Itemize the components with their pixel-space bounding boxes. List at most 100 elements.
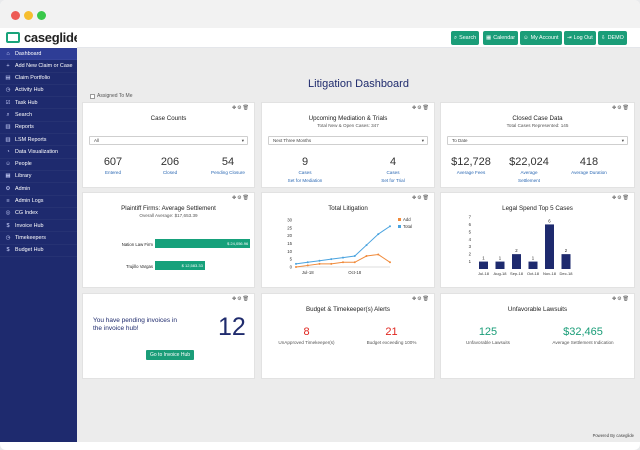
y-tick-label: 5 (469, 229, 472, 234)
stat-value: 8 (303, 326, 310, 338)
card-tools[interactable]: ✥⚙🗑 (231, 296, 250, 302)
logo-icon (6, 32, 20, 43)
go-to-invoice-hub-button[interactable]: Go to Invoice Hub (146, 350, 195, 360)
sidebar-item-invoice-hub[interactable]: $ Invoice Hub (0, 220, 77, 233)
card-tools[interactable]: ✥⚙🗑 (411, 105, 430, 111)
dollar-icon: $ (6, 247, 10, 254)
card-title: Plaintiff Firms: Average Settlement (121, 205, 216, 212)
mediation-range-select[interactable]: Next Three Months ▾ (268, 136, 428, 145)
stat-label[interactable]: Set for Trial (381, 178, 405, 183)
card-tools[interactable]: ✥⚙🗑 (231, 195, 250, 201)
card-tools[interactable]: ✥⚙🗑 (411, 296, 430, 302)
data-point (342, 256, 344, 259)
stat-value: $22,024 (509, 156, 549, 168)
sidebar-item-search[interactable]: ⌕ Search (0, 109, 77, 122)
minimize-window-button[interactable] (24, 11, 33, 20)
case-counts-filter-select[interactable]: All ▾ (89, 136, 248, 145)
bar-nation-law-firm[interactable]: $ 24,056.96 (155, 239, 251, 248)
x-tick-label: Jul-18 (478, 271, 490, 276)
sidebar-item-label: Task Hub (15, 99, 38, 106)
search-button[interactable]: ⌕ Search (451, 31, 480, 45)
report-icon: ▥ (5, 124, 11, 131)
sidebar-nav: ⌂ Dashboard + Add New Claim or Case ▤ Claim… (0, 48, 77, 258)
stat-label[interactable]: Pending Closure (211, 170, 245, 175)
card-tools[interactable]: ✥⚙🗑 (611, 105, 630, 111)
data-point (365, 255, 368, 258)
card-title: Unfavorable Lawsuits (507, 306, 568, 313)
x-tick-label: Nov-18 (543, 271, 557, 276)
stat-label[interactable]: Entered (104, 170, 122, 175)
stat-label[interactable]: Settlement (518, 178, 540, 183)
card-subtitle: Overall Average: $17,653.39 (139, 213, 198, 218)
stat-label[interactable]: Cases (386, 170, 400, 175)
stat-label[interactable]: Set for Mediation (287, 178, 323, 183)
user-icon: ☺ (523, 35, 529, 41)
stat-label[interactable]: Average Settlement Indication (552, 340, 614, 345)
stat-label[interactable]: Average Fees (456, 170, 486, 175)
data-point (377, 253, 380, 256)
top-toolbar: ⌕ Search ▦ Calendar ☺ My Account ⇥ Log Out ⇩… (77, 28, 640, 48)
bar-value-label: 2 (565, 248, 568, 253)
y-tick-label: 6 (469, 222, 472, 227)
data-point (295, 266, 297, 268)
sidebar-item-dashboard[interactable]: ⌂ Dashboard (0, 48, 77, 61)
index-icon: ◎ (5, 210, 11, 217)
closed-stat: 206 Closed (145, 156, 195, 176)
maximize-window-button[interactable] (37, 11, 46, 20)
card-tools[interactable]: ✥⚙🗑 (611, 195, 630, 201)
my-account-button[interactable]: ☺ My Account (520, 31, 562, 45)
y-tick-label: 25 (287, 225, 292, 230)
assigned-checkbox[interactable] (90, 93, 95, 99)
bar-trujillo-vargas[interactable]: $ 12,583.33 (155, 261, 205, 270)
powered-by-footer: Powered By caseglide (592, 433, 634, 438)
data-point (365, 244, 368, 247)
stat-label[interactable]: Budget exceeding 100% (366, 340, 417, 345)
demo-button[interactable]: ⇩ DEMO (598, 31, 627, 45)
stat-label[interactable]: Cases (298, 170, 312, 175)
bar-nov-18 (545, 224, 554, 269)
log-out-button[interactable]: ⇥ Log Out (564, 31, 596, 45)
close-window-button[interactable] (11, 11, 20, 20)
sidebar-item-lsm-reports[interactable]: ▥ LSM Reports (0, 134, 77, 147)
sidebar-item-add-new-claim[interactable]: + Add New Claim or Case (0, 60, 77, 73)
select-value: To Date (452, 138, 468, 143)
sidebar-item-budget-hub[interactable]: $ Budget Hub (0, 245, 77, 258)
sidebar-item-people[interactable]: ☺ People (0, 159, 77, 171)
app-logo[interactable]: caseglide (0, 28, 81, 48)
stat-label[interactable]: Average Duration (571, 170, 607, 175)
stat-label[interactable]: Closed (162, 170, 178, 175)
calendar-button[interactable]: ▦ Calendar (483, 31, 519, 45)
sidebar-item-reports[interactable]: ▥ Reports (0, 122, 77, 135)
sidebar-item-admin[interactable]: ⚙ Admin (0, 183, 77, 196)
closed-range-select[interactable]: To Date ▾ (447, 136, 628, 145)
x-tick-label: Oct-18 (527, 271, 540, 276)
sidebar-item-task-hub[interactable]: ☑ Task Hub (0, 97, 77, 110)
calendar-icon: ▦ (486, 35, 492, 41)
stat-label[interactable]: Average (520, 170, 538, 175)
y-tick-label: 0 (290, 265, 293, 270)
assigned-to-me-toggle[interactable]: Assigned To Me (90, 93, 132, 99)
stat-label[interactable]: UnApproved Timekeeper(s) (278, 340, 335, 345)
sidebar-item-label: Admin (15, 185, 31, 192)
card-tools[interactable]: ✥⚙🗑 (411, 195, 430, 201)
card-title: Closed Case Data (512, 115, 563, 122)
sidebar-item-cg-index[interactable]: ◎ CG Index (0, 208, 77, 221)
sidebar-item-label: Data Visualization (15, 148, 59, 155)
card-tools[interactable]: ✥⚙🗑 (231, 105, 250, 111)
sidebar-item-admin-logs[interactable]: ≡ Admin Logs (0, 196, 77, 208)
window-titlebar (0, 0, 640, 28)
stat-value: 4 (389, 156, 397, 168)
sidebar-item-library[interactable]: ▦ Library (0, 171, 77, 184)
average-duration-stat: 418 Average Duration (564, 156, 614, 176)
plaintiff-firms-card: ✥⚙🗑 Plaintiff Firms: Average Settlement … (82, 192, 255, 288)
data-point (389, 261, 391, 264)
closed-case-data-card: ✥⚙🗑 Closed Case Data Total Cases Represe… (440, 102, 635, 188)
sidebar-item-claim-portfolio[interactable]: ▤ Claim Portfolio (0, 73, 77, 85)
stat-label[interactable]: Unfavorable Lawsuits (466, 340, 510, 345)
sidebar-item-activity-hub[interactable]: ◷ Activity Hub (0, 85, 77, 98)
card-tools[interactable]: ✥⚙🗑 (611, 296, 630, 302)
trial-cases-stat: 4 Cases Set for Trial (368, 156, 418, 184)
budget-exceeding-stat: 21 Budget exceeding 100% (359, 326, 424, 346)
sidebar-item-data-visualization[interactable]: ◔ Data Visualization (0, 146, 77, 159)
sidebar-item-timekeepers[interactable]: ◷ Timekeepers (0, 232, 77, 245)
